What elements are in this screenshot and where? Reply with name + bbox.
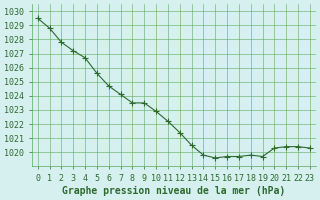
X-axis label: Graphe pression niveau de la mer (hPa): Graphe pression niveau de la mer (hPa)	[62, 186, 285, 196]
